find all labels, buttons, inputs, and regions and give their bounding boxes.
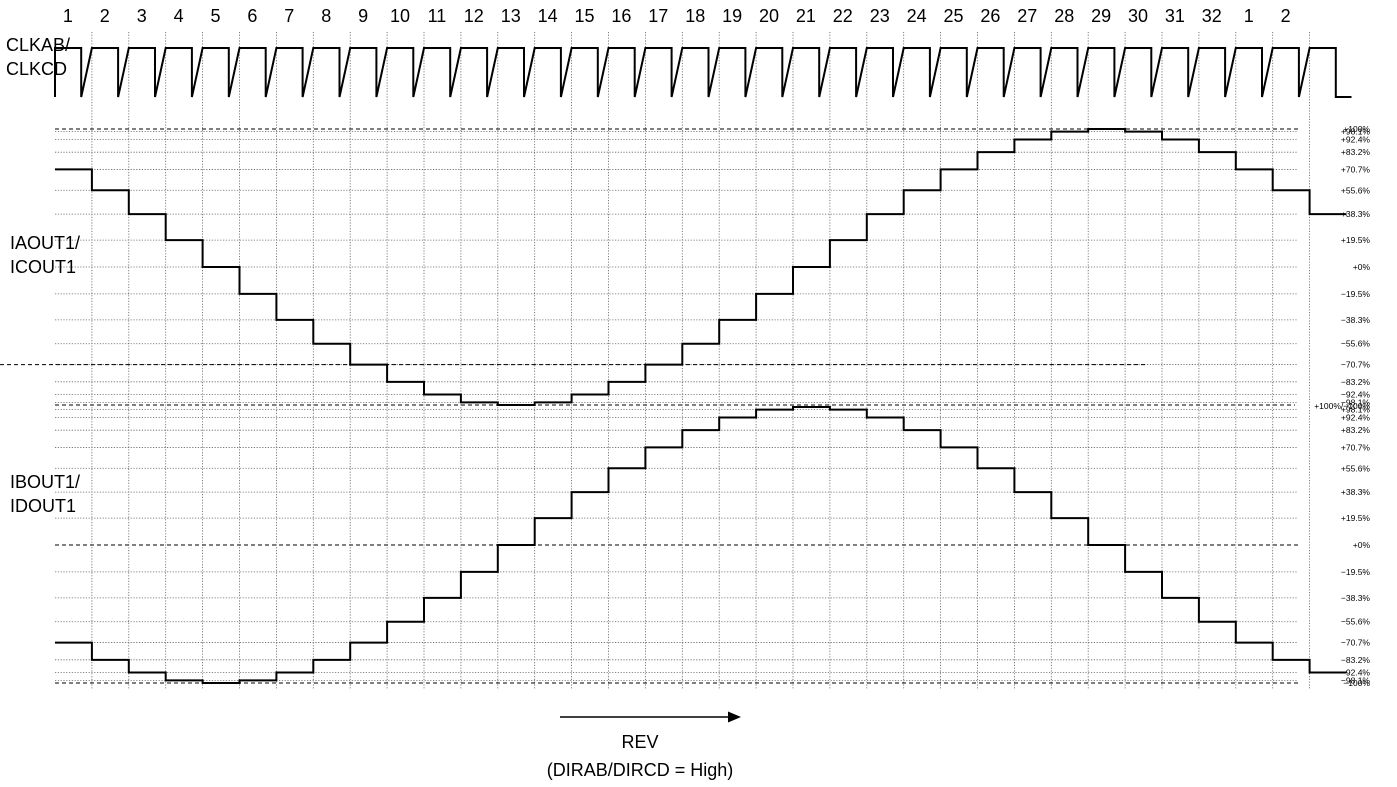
step-number: 1 [1244, 6, 1254, 26]
waveform-a-staircase [55, 128, 1347, 406]
step-number: 13 [501, 6, 521, 26]
waveform-b-label-line1: IBOUT1/ [10, 472, 80, 492]
clock-waveform [54, 47, 1352, 98]
step-number: 26 [980, 6, 1000, 26]
waveform-b-level-label: +55.6% [1341, 463, 1371, 473]
waveform-b-level-label: +0% [1353, 540, 1371, 550]
waveform-a-level-label: +100% [1343, 124, 1370, 134]
waveform-a-level-label: −70.7% [1341, 360, 1371, 370]
waveform-b-level-label: −98.1% [1341, 675, 1371, 685]
waveform-b-level-label: −83.2% [1341, 655, 1371, 665]
clock-label-line1: CLKAB/ [6, 35, 70, 55]
waveform-a-level-label: +83.2% [1341, 147, 1371, 157]
step-number: 30 [1128, 6, 1148, 26]
step-number: 22 [833, 6, 853, 26]
step-number: 7 [284, 6, 294, 26]
step-number: 18 [685, 6, 705, 26]
waveform-a-level-label: −83.2% [1341, 377, 1371, 387]
clock-label-line2: CLKCD [6, 59, 67, 79]
waveform-b-level-label: −92.4% [1341, 668, 1371, 678]
waveform-b-staircase [55, 406, 1347, 684]
direction-label: REV [621, 732, 658, 752]
waveform-b-level-label: +19.5% [1341, 513, 1371, 523]
step-number: 29 [1091, 6, 1111, 26]
waveform-b-level-label: +98.1% [1341, 405, 1371, 415]
waveform-b-label-line2: IDOUT1 [10, 496, 76, 516]
waveform-a-level-label: +92.4% [1341, 134, 1371, 144]
step-number: 11 [428, 6, 447, 26]
step-number: 10 [390, 6, 410, 26]
waveform-a-level-label: +19.5% [1341, 235, 1371, 245]
step-number: 31 [1165, 6, 1185, 26]
step-number: 5 [211, 6, 221, 26]
waveforms [54, 47, 1352, 684]
waveform-b-level-label: +92.4% [1341, 412, 1371, 422]
direction-arrow-head [728, 711, 741, 723]
waveform-b-level-label: +70.7% [1341, 442, 1371, 452]
waveform-a-level-label: +98.1% [1341, 127, 1371, 137]
step-number: 14 [538, 6, 558, 26]
waveform-a-label-line1: IAOUT1/ [10, 233, 80, 253]
step-number: 28 [1054, 6, 1074, 26]
waveform-b-level-label: +38.3% [1341, 487, 1371, 497]
step-number: 24 [907, 6, 927, 26]
reference-dashed-lines [0, 128, 1298, 684]
step-number: 4 [174, 6, 184, 26]
waveform-b-level-label: +83.2% [1341, 425, 1371, 435]
step-number: 20 [759, 6, 779, 26]
step-number: 23 [870, 6, 890, 26]
waveform-a-level-label: −92.4% [1341, 390, 1371, 400]
step-number: 8 [321, 6, 331, 26]
waveform-b-level-label: −100% [1343, 678, 1370, 688]
step-number: 19 [722, 6, 742, 26]
waveform-a-level-label: +0% [1353, 262, 1371, 272]
step-number: 6 [247, 6, 257, 26]
step-number: 25 [943, 6, 963, 26]
waveform-b-level-label: −55.6% [1341, 617, 1371, 627]
shared-boundary-label: +100%/−100% [1314, 401, 1370, 411]
waveform-b-level-label: −19.5% [1341, 567, 1371, 577]
step-number: 21 [796, 6, 816, 26]
direction-condition: (DIRAB/DIRCD = High) [547, 760, 734, 780]
step-number: 32 [1202, 6, 1222, 26]
step-number: 3 [137, 6, 147, 26]
waveform-a-level-label: −55.6% [1341, 339, 1371, 349]
step-number: 1 [63, 6, 73, 26]
waveform-a-level-label: +70.7% [1341, 164, 1371, 174]
step-number: 12 [464, 6, 484, 26]
step-number: 17 [648, 6, 668, 26]
waveform-a-level-label: −98.1% [1341, 397, 1371, 407]
step-number: 9 [358, 6, 368, 26]
waveform-a-level-label: +55.6% [1341, 185, 1371, 195]
step-number: 27 [1017, 6, 1037, 26]
waveform-b-level-label: −70.7% [1341, 638, 1371, 648]
waveform-a-label-line2: ICOUT1 [10, 257, 76, 277]
waveform-a-level-label: −19.5% [1341, 289, 1371, 299]
step-number: 16 [611, 6, 631, 26]
waveform-a-level-label: −38.3% [1341, 315, 1371, 325]
step-number: 2 [1281, 6, 1291, 26]
waveform-b-level-label: −38.3% [1341, 593, 1371, 603]
step-number: 15 [574, 6, 594, 26]
direction-arrow: REV (DIRAB/DIRCD = High) [547, 711, 741, 780]
step-number: 2 [100, 6, 110, 26]
labels: CLKAB/ CLKCD IAOUT1/ ICOUT1 IBOUT1/ IDOU… [6, 6, 1370, 688]
waveform-a-level-label: +38.3% [1341, 209, 1371, 219]
